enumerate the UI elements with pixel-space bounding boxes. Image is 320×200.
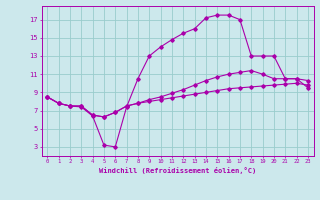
X-axis label: Windchill (Refroidissement éolien,°C): Windchill (Refroidissement éolien,°C)	[99, 167, 256, 174]
